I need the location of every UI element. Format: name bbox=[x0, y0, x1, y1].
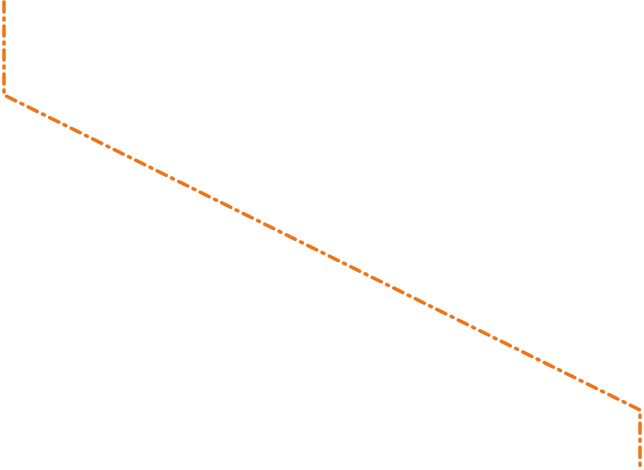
connector-line[interactable] bbox=[2, 0, 642, 470]
diagram-canvas bbox=[2, 0, 642, 470]
